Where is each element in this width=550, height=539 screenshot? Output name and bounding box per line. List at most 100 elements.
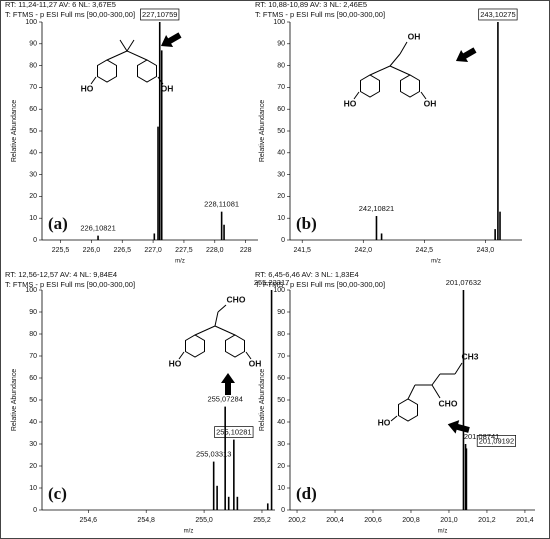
header-line: RT: 6,45-6,46 AV: 3 NL: 1,83E4 [255,270,359,279]
y-tick-label: 20 [277,463,285,470]
panel-label: (b) [296,214,317,233]
y-tick-label: 50 [277,128,285,135]
arrow [455,47,477,63]
y-tick-label: 90 [277,41,285,48]
y-axis-label: Relative Abundance [259,369,266,431]
peak-label: 228,11081 [204,200,239,209]
bond [214,325,236,336]
y-tick-label: 30 [29,171,37,178]
ring [360,74,380,98]
bond [90,76,97,85]
x-tick-label: 227,0 [144,247,162,254]
bond [194,325,216,336]
bond [245,351,252,360]
y-tick-label: 10 [29,215,37,222]
x-tick-label: 200,4 [326,517,344,524]
y-tick-label: 70 [29,353,37,360]
x-tick-label: 241,5 [293,247,311,254]
x-tick-label: 226,0 [83,247,101,254]
bond [454,362,463,375]
x-tick-label: 242,0 [354,247,372,254]
ring [137,59,157,83]
atom-label: OH [161,83,174,93]
x-tick-label: 242,5 [416,247,434,254]
y-tick-label: 50 [29,397,37,404]
peak-label-box [140,8,180,21]
y-tick-label: 30 [277,441,285,448]
bond [119,39,128,52]
atom-label: CHO [227,294,246,304]
y-tick-label: 0 [281,237,285,244]
x-tick-label: 228,0 [206,247,224,254]
x-tick-label: 255,2 [253,517,271,524]
bond [389,53,401,67]
bond [399,41,408,55]
header-line: RT: 11,24-11,27 AV: 6 NL: 3,67E5 [5,0,116,9]
peak-label: 243,10275 [480,10,515,19]
bond [126,39,135,52]
bond [126,50,148,61]
y-tick-label: 40 [29,419,37,426]
atom-label: HO [378,417,391,427]
atom-label: OH [249,358,262,368]
y-tick-label: 70 [277,353,285,360]
bond [389,65,411,76]
atom-label: HO [169,358,182,368]
y-axis-label: Relative Abundance [259,100,266,162]
header-line: T: FTMS - p ESI Full ms [90,00-300,00] [5,10,135,19]
y-axis-label: Relative Abundance [11,369,18,431]
atom-label: HO [344,98,357,108]
x-axis-label: m/z [438,529,448,535]
y-tick-label: 70 [29,84,37,91]
y-tick-label: 80 [29,62,37,69]
bond [369,65,391,76]
header-line: RT: 12,56-12,57 AV: 4 NL: 9,84E4 [5,270,117,279]
atom-label: CHO [439,398,458,408]
peak-label-box [476,435,516,447]
y-axis-label: Relative Abundance [11,100,18,162]
y-tick-label: 70 [277,84,285,91]
y-tick-label: 90 [29,41,37,48]
y-tick-label: 80 [277,62,285,69]
peak-label: 226,10821 [80,224,115,233]
x-tick-label: 255,0 [195,517,213,524]
x-tick-label: 228 [240,247,252,254]
ring [97,59,117,83]
y-tick-label: 10 [277,485,285,492]
y-tick-label: 0 [33,507,37,514]
panel-label: (d) [296,484,317,503]
atom-label: OH [408,31,421,41]
y-tick-label: 50 [277,397,285,404]
y-tick-label: 10 [29,485,37,492]
atom-label: CH3 [461,351,478,361]
x-tick-label: 254,6 [80,517,98,524]
header-line: T: FTMS - p ESI Full ms [90,00-300,00] [255,280,385,289]
y-tick-label: 40 [29,150,37,157]
x-tick-label: 227,5 [175,247,193,254]
bond [407,384,416,400]
x-tick-label: 254,8 [137,517,155,524]
peak-label: 201,08741 [464,432,499,441]
arrow [447,420,470,434]
peak-label: 242,10821 [359,204,394,213]
panel-label: (c) [48,484,67,503]
arrow [221,373,235,395]
y-tick-label: 100 [273,287,285,294]
x-axis-label: m/z [431,259,441,265]
bond [178,351,185,360]
peak-label: 201,07632 [446,278,481,287]
y-tick-label: 30 [277,171,285,178]
y-tick-label: 0 [33,237,37,244]
y-tick-label: 60 [29,375,37,382]
header-line: T: FTMS - p ESI Full ms [90,00-300,00] [5,280,135,289]
y-tick-label: 90 [29,309,37,316]
x-tick-label: 225,5 [52,247,70,254]
y-tick-label: 60 [29,106,37,113]
atom-label: OH [424,98,437,108]
ring [185,334,205,358]
y-tick-label: 20 [29,463,37,470]
bond [217,304,227,313]
atom-label: HO [81,83,94,93]
x-tick-label: 200,8 [402,517,420,524]
peak-label: 255,23317 [254,278,289,287]
